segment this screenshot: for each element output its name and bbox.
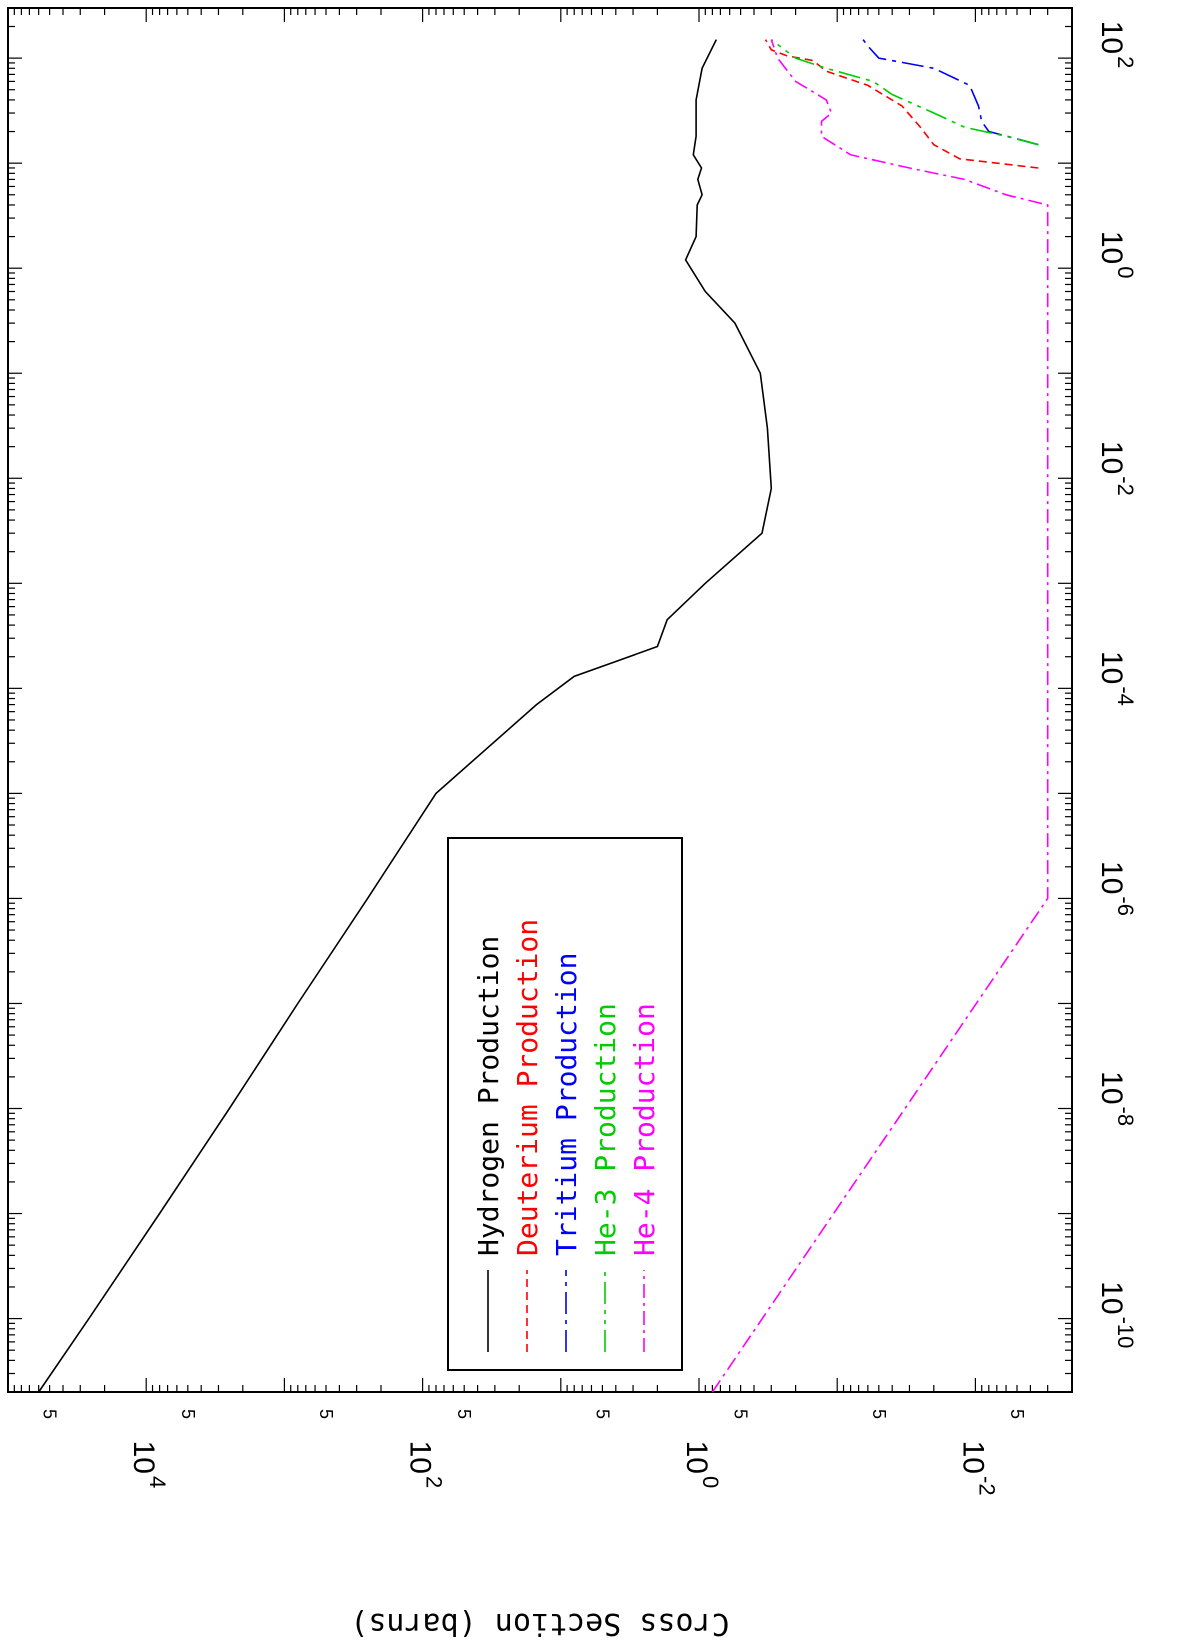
svg-text:10: 10: [1095, 231, 1128, 264]
svg-text:5: 5: [1007, 1409, 1027, 1419]
svg-text:10: 10: [1095, 651, 1128, 684]
legend-entry: Hydrogen Production: [472, 936, 505, 1256]
svg-text:4: 4: [145, 1476, 170, 1488]
y-axis-title: Cross Section (barns): [350, 1606, 729, 1641]
series-line-deuterium-production: [764, 39, 1039, 169]
svg-text:5: 5: [40, 1409, 60, 1419]
series-line-he-3-production: [770, 38, 1039, 146]
svg-text:-10: -10: [1113, 1317, 1138, 1349]
svg-text:-6: -6: [1113, 896, 1138, 916]
svg-text:5: 5: [316, 1409, 336, 1419]
x-tick-label: 10-4: [1095, 651, 1138, 706]
svg-text:2: 2: [422, 1476, 447, 1488]
y-minor-tick-label: 5: [316, 1409, 336, 1419]
series-line-he-4-production: [711, 39, 1049, 1393]
legend-entry: Deuterium Production: [511, 919, 544, 1256]
svg-text:5: 5: [869, 1409, 889, 1419]
y-tick-label: 10-2: [956, 1441, 999, 1496]
svg-text:Deuterium Production: Deuterium Production: [511, 919, 544, 1256]
svg-text:Hydrogen Production: Hydrogen Production: [472, 936, 505, 1256]
x-tick-label: 10-8: [1095, 1071, 1138, 1126]
x-tick-label: 10-10: [1095, 1281, 1138, 1348]
series-line-tritium-production: [862, 39, 1039, 146]
y-minor-tick-label: 5: [869, 1409, 889, 1419]
svg-text:10: 10: [127, 1441, 160, 1474]
svg-text:-2: -2: [1113, 476, 1138, 496]
legend-entry: Tritium Production: [550, 953, 583, 1256]
svg-text:2: 2: [1113, 56, 1138, 68]
plot-frame: [7, 7, 1073, 1393]
svg-text:He-4 Production: He-4 Production: [628, 1003, 661, 1256]
x-tick-label: 10-6: [1095, 861, 1138, 916]
svg-text:5: 5: [178, 1409, 198, 1419]
legend-entry: He-4 Production: [628, 1003, 661, 1256]
svg-text:10: 10: [1095, 1281, 1128, 1314]
y-tick-label: 102: [404, 1441, 447, 1489]
series-line-hydrogen-production: [38, 39, 773, 1393]
y-minor-tick-label: 5: [178, 1409, 198, 1419]
svg-text:5: 5: [454, 1409, 474, 1419]
svg-text:10: 10: [1095, 861, 1128, 894]
svg-text:10: 10: [404, 1441, 437, 1474]
svg-text:-2: -2: [974, 1476, 999, 1496]
legend-box: [447, 837, 683, 1371]
y-tick-label: 104: [127, 1441, 170, 1489]
x-tick-label: 102: [1095, 21, 1138, 69]
x-tick-label: 10-2: [1095, 441, 1138, 496]
svg-text:He-3 Production: He-3 Production: [589, 1003, 622, 1256]
svg-text:10: 10: [1095, 21, 1128, 54]
svg-text:10: 10: [1095, 1071, 1128, 1104]
svg-text:-4: -4: [1113, 686, 1138, 706]
labels-layer: 5555555510-1010-810-610-410-210010210-21…: [40, 21, 1138, 1496]
svg-text:0: 0: [698, 1476, 723, 1488]
y-minor-tick-label: 5: [40, 1409, 60, 1419]
svg-text:5: 5: [731, 1409, 751, 1419]
series-layer: [38, 38, 1049, 1393]
svg-text:10: 10: [680, 1441, 713, 1474]
svg-text:5: 5: [592, 1409, 612, 1419]
legend-entry: He-3 Production: [589, 1003, 622, 1256]
y-minor-tick-label: 5: [592, 1409, 612, 1419]
svg-text:10: 10: [956, 1441, 989, 1474]
ticks-layer: [7, 7, 1073, 1393]
svg-text:0: 0: [1113, 266, 1138, 278]
plot-layer: [7, 7, 1073, 1393]
svg-text:-8: -8: [1113, 1107, 1138, 1127]
svg-text:10: 10: [1095, 441, 1128, 474]
y-tick-label: 100: [680, 1441, 723, 1489]
y-minor-tick-label: 5: [731, 1409, 751, 1419]
x-tick-label: 100: [1095, 231, 1138, 279]
y-minor-tick-label: 5: [454, 1409, 474, 1419]
svg-text:Tritium Production: Tritium Production: [550, 953, 583, 1256]
y-minor-tick-label: 5: [1007, 1409, 1027, 1419]
